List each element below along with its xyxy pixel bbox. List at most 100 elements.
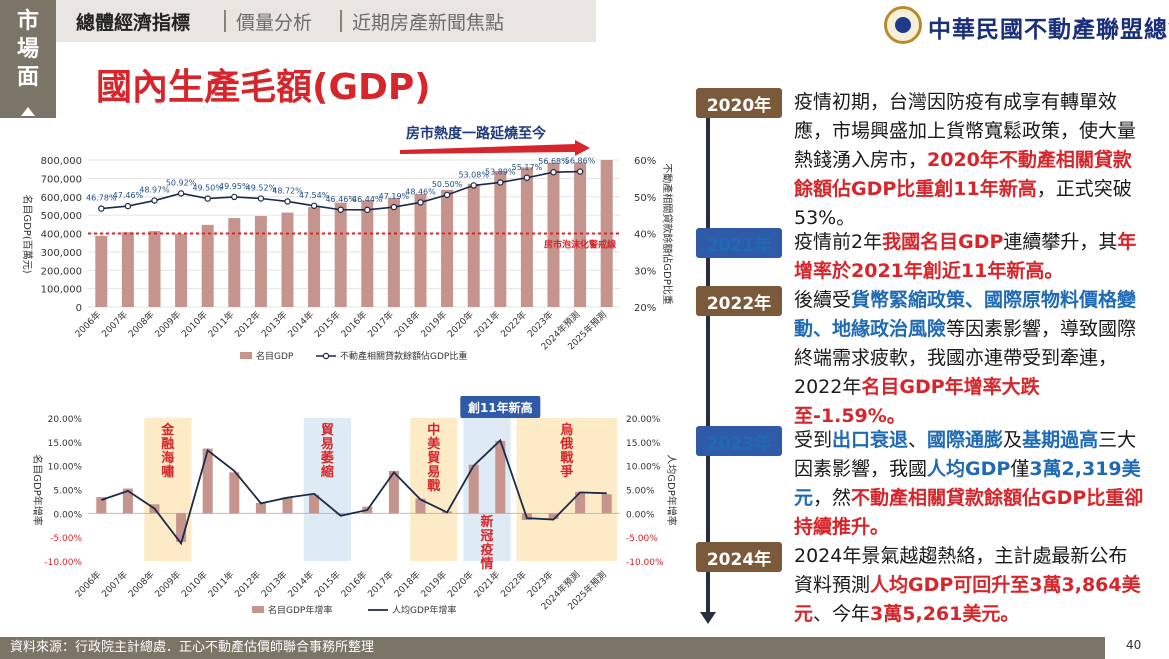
tab-macro-indicators[interactable]: 總體經濟指標	[76, 12, 191, 34]
timeline-text-segment: ，然	[813, 487, 852, 509]
x-tick-label: 2012年	[232, 309, 263, 340]
loan-ratio-point	[310, 202, 318, 209]
x-tick-label: 2015年	[312, 569, 343, 600]
data-label: 48.46%	[405, 187, 436, 196]
timeline-text-segment: 、今年	[813, 603, 871, 625]
y-tick-label: 5.00%	[53, 487, 82, 497]
event-label-char: 貿	[427, 450, 440, 466]
timeline-text-segment: 年增率於2021年創近11年新高。	[794, 231, 1137, 282]
growth-bar	[255, 502, 266, 514]
gdp-bar	[148, 231, 161, 307]
event-label-char: 情	[480, 556, 493, 572]
gdp-bar	[387, 197, 400, 307]
y-tick-label: 300,000	[41, 248, 82, 259]
x-tick-label: 2017年	[365, 309, 396, 340]
y2-tick-label: 15.00%	[626, 439, 661, 449]
x-tick-label: 2007年	[99, 309, 130, 340]
loan-ratio-point	[98, 205, 105, 212]
legend-swatch-bar	[240, 352, 252, 359]
y-tick-label: 20.00%	[48, 415, 83, 425]
growth-bar	[309, 494, 320, 514]
event-label-char: 嘯	[161, 464, 174, 480]
timeline-text-segment: 三大因素影響，我國	[794, 429, 1137, 480]
triangle-up-icon	[21, 107, 35, 116]
year-tag: 2024年	[696, 542, 782, 572]
y2-tick-label: -10.00%	[626, 558, 664, 568]
data-label: 55.17%	[512, 163, 543, 172]
legend-label: 不動產相關貸款餘額佔GDP比重	[340, 350, 467, 362]
growth-bar	[122, 488, 133, 514]
timeline-text-segment: 、	[908, 429, 928, 451]
timeline-line	[706, 96, 710, 616]
timeline-text-segment: 我國名目GDP	[882, 231, 1004, 253]
growth-bar	[601, 494, 612, 514]
gdp-bar	[334, 202, 347, 307]
x-tick-label: 2014年	[285, 569, 316, 600]
timeline-text-segment: 2024年景氣越趨熱絡，主計處最新公布資料預測	[794, 545, 1128, 596]
gdp-bar	[175, 234, 188, 307]
timeline-text-segment: 3萬5,261美元。	[870, 603, 1020, 625]
timeline-text-segment: 出口衰退	[832, 429, 909, 451]
growth-bar	[495, 440, 506, 514]
tab-price-volume[interactable]: 價量分析	[236, 12, 313, 34]
event-label-char: 金	[160, 422, 175, 438]
org-logo: 中華民國不動產聯盟總會	[884, 6, 1169, 46]
data-label: 56.68%	[538, 157, 569, 166]
y-axis-label: 名目GDP(百萬元)	[21, 194, 34, 273]
x-tick-label: 2018年	[392, 569, 423, 600]
data-label: 49.95%	[219, 182, 250, 191]
timeline-text-segment: 貨幣緊縮政策、國際原物料價格變動、地緣政治風險	[794, 289, 1137, 340]
data-label: 53.89%	[485, 167, 516, 176]
x-tick-label: 2011年	[205, 309, 236, 340]
nav-divider	[340, 10, 342, 32]
data-label: 47.54%	[299, 191, 330, 200]
data-label: 47.19%	[379, 192, 410, 201]
timeline-text-segment: 國際通膨	[927, 429, 1004, 451]
growth-bar	[96, 497, 107, 514]
gdp-bar	[547, 162, 560, 307]
callout-box	[460, 396, 541, 418]
timeline-text-segment: 2020年不動產相關貸款餘額佔GDP比重創11年新高	[794, 149, 1132, 200]
page-title: 國內生產毛額(GDP)	[96, 67, 431, 108]
x-tick-label: 2020年	[445, 309, 476, 340]
loan-ratio-point	[124, 202, 132, 210]
y2-tick-label: -5.00%	[626, 534, 658, 544]
event-label-char: 易	[427, 465, 440, 480]
loan-ratio-point	[204, 195, 211, 202]
loan-ratio-point	[151, 197, 158, 204]
loan-ratio-point	[390, 203, 398, 211]
event-label-char: 戰	[560, 450, 573, 466]
timeline-text-segment: 等因素影響，導致國際終端需求疲軟，我國亦連帶受到牽連，2022年	[794, 318, 1137, 398]
x-tick-label: 2014年	[285, 309, 316, 340]
event-label-char: 俄	[559, 436, 573, 452]
y-tick-label: -5.00%	[50, 534, 82, 544]
loan-ratio-point	[550, 169, 557, 176]
y-tick-label: 0.00%	[53, 510, 82, 520]
x-tick-label: 2022年	[498, 309, 529, 340]
gdp-bar	[414, 193, 427, 307]
timeline-text-segment: ，正式突破53%。	[794, 178, 1132, 229]
year-tag: 2021年	[696, 228, 782, 258]
gdp-charts: 800,000 700,000 600,000 500,000 400,000 300,0…	[21, 125, 678, 616]
gdp-bar	[308, 207, 321, 307]
legend-label: 人均GDP年增率	[392, 604, 456, 616]
callout-text: 創11年新高	[467, 400, 533, 415]
x-tick-label: 2018年	[392, 309, 423, 340]
y2-tick-label: 20%	[634, 303, 656, 314]
gdp-bar	[201, 224, 214, 307]
org-name: 中華民國不動產聯盟總會	[928, 16, 1169, 43]
x-tick-label: 2021年	[471, 569, 502, 600]
legend-label: 名目GDP	[256, 350, 294, 362]
tab-real-estate-news[interactable]: 近期房產新聞焦點	[352, 12, 505, 34]
gdp-bar	[361, 200, 374, 307]
gdp-bar	[574, 162, 587, 307]
data-label: 48.97%	[139, 186, 170, 195]
section-badge: 市 場 面	[0, 0, 56, 118]
gdp-bar	[441, 189, 454, 307]
x-tick-label: 2013年	[259, 569, 290, 600]
data-label: 53.08%	[458, 170, 489, 179]
x-tick-label: 2011年	[205, 569, 236, 600]
event-label-char: 疫	[480, 542, 493, 558]
event-label-char: 貿	[321, 422, 334, 438]
timeline-text-segment: 不動產相關貸款餘額佔GDP比重卻持續推升。	[794, 487, 1144, 538]
